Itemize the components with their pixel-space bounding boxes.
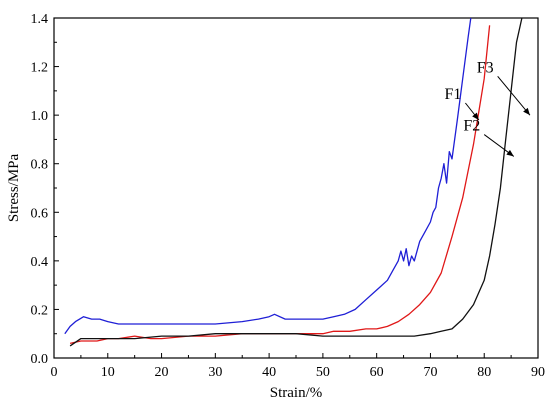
- y-tick-label: 0.6: [31, 206, 49, 221]
- x-tick-label: 10: [101, 365, 115, 380]
- y-axis-title: Stress/MPa: [6, 153, 22, 222]
- annotation-label-f2: F2: [463, 118, 480, 135]
- x-tick-label: 60: [370, 365, 384, 380]
- series-line-f1: [64, 17, 472, 335]
- annotation-label-f1: F1: [444, 86, 461, 103]
- annotation-arrowhead-f1: [472, 112, 479, 120]
- y-tick-label: 0.2: [31, 303, 49, 318]
- annotation-arrowhead-f2: [506, 149, 514, 157]
- x-tick-label: 90: [531, 365, 545, 380]
- y-tick-label: 1.2: [31, 61, 49, 76]
- x-tick-label: 80: [477, 365, 491, 380]
- x-tick-label: 20: [155, 365, 169, 380]
- series-line-f3: [69, 17, 523, 347]
- series-lines: [64, 17, 523, 347]
- y-tick-label: 0.8: [31, 158, 49, 173]
- x-axis-title: Strain/%: [270, 385, 323, 401]
- x-tick-label: 40: [262, 365, 276, 380]
- y-tick-label: 0.0: [31, 352, 49, 367]
- x-tick-label: 30: [208, 365, 222, 380]
- tick-labels: 0 10 20 30 40 50 60 70 80 90 0.0 0.2 0.4 0.6 0.8 1.0 1.2…: [31, 12, 546, 380]
- x-tick-label: 50: [316, 365, 330, 380]
- y-tick-label: 1.4: [31, 12, 49, 27]
- annotation-arrowhead-f3: [523, 107, 530, 116]
- x-tick-label: 70: [423, 365, 437, 380]
- plot-frame: [53, 17, 539, 359]
- y-tick-label: 0.4: [31, 255, 49, 270]
- axis-ticks: [53, 17, 539, 359]
- x-tick-label: 0: [51, 365, 58, 380]
- annotation-label-f3: F3: [477, 59, 494, 76]
- y-tick-label: 1.0: [31, 109, 49, 124]
- series-line-f2: [69, 25, 491, 345]
- annotation-arrow-f3: [497, 75, 531, 116]
